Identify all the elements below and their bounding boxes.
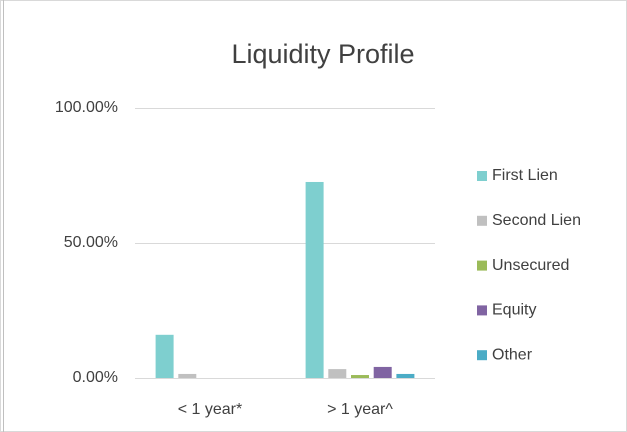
legend-swatch xyxy=(477,171,487,181)
legend-swatch xyxy=(477,305,487,316)
y-tick-label: 0.00% xyxy=(73,369,118,386)
legend-label: Second Lien xyxy=(492,212,581,229)
bar xyxy=(351,375,369,378)
bar xyxy=(305,181,324,378)
legend-label: Other xyxy=(492,346,533,363)
bar xyxy=(155,334,174,378)
x-tick-label: < 1 year* xyxy=(178,401,242,418)
legend-label: First Lien xyxy=(492,167,558,184)
bar xyxy=(396,373,415,378)
legend-swatch xyxy=(477,260,487,271)
bar xyxy=(328,369,347,378)
bar xyxy=(178,373,197,378)
chart-title: Liquidity Profile xyxy=(231,39,414,69)
legend-label: Equity xyxy=(492,302,536,319)
legend-swatch xyxy=(477,215,487,226)
legend-swatch xyxy=(477,350,487,361)
x-tick-label: > 1 year^ xyxy=(327,401,393,418)
legend-label: Unsecured xyxy=(492,257,569,274)
bar xyxy=(373,366,392,378)
y-tick-label: 100.00% xyxy=(55,99,118,116)
y-tick-label: 50.00% xyxy=(64,234,118,251)
